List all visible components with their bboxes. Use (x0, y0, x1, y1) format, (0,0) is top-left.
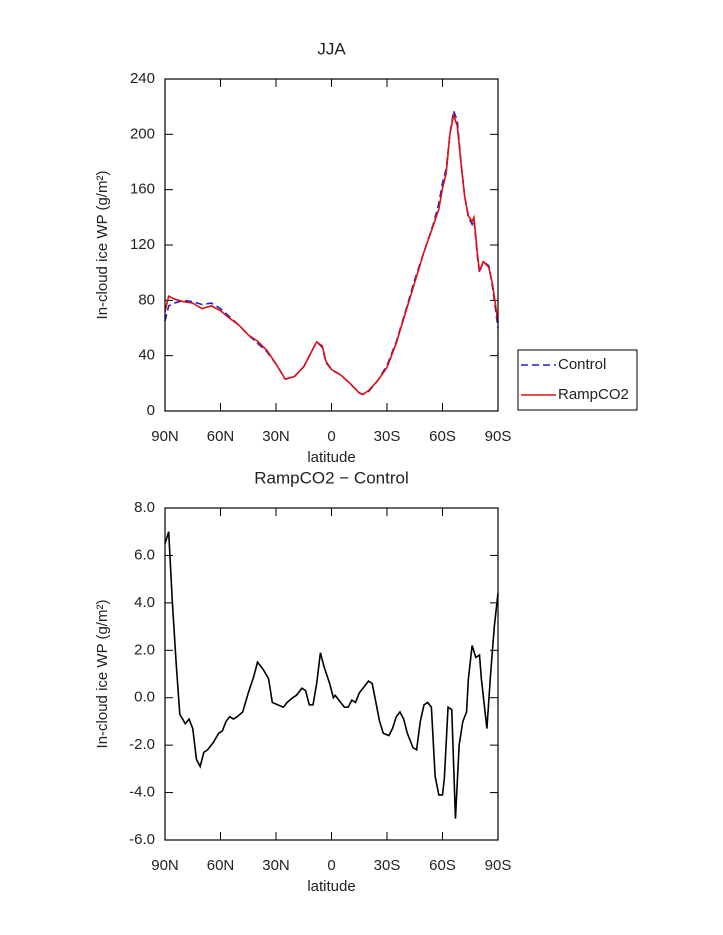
y-tick-label: 4.0 (134, 594, 155, 611)
x-tick-label: 90S (485, 857, 512, 874)
y-tick-label: -6.0 (129, 831, 155, 848)
chart-title: JJA (317, 39, 346, 58)
legend-box (517, 349, 638, 411)
y-tick-label: -4.0 (129, 784, 155, 801)
x-tick-label: 90N (151, 428, 179, 445)
x-tick-label: 60S (429, 428, 456, 445)
x-tick-label: 30S (374, 428, 401, 445)
legend-label: RampCO2 (558, 386, 629, 403)
x-tick-label: 60S (429, 857, 456, 874)
y-tick-label: 120 (130, 236, 155, 253)
plot-frame (164, 507, 499, 841)
x-axis-label: latitude (307, 449, 355, 466)
y-tick-label: 8.0 (134, 499, 155, 516)
y-axis-label: In-cloud ice WP (g/m²) (94, 600, 111, 749)
x-tick-label: 60N (207, 857, 235, 874)
y-tick-label: 0.0 (134, 689, 155, 706)
x-tick-label: 60N (207, 428, 235, 445)
y-tick-label: 200 (130, 125, 155, 142)
y-tick-label: 2.0 (134, 641, 155, 658)
y-tick-label: 6.0 (134, 546, 155, 563)
plot-frame (164, 78, 499, 412)
line-series (164, 111, 499, 396)
x-tick-label: 0 (327, 428, 335, 445)
x-axis-label: latitude (307, 878, 355, 895)
line-series (164, 531, 499, 819)
y-tick-label: 40 (138, 347, 155, 364)
x-tick-label: 30S (374, 857, 401, 874)
chart-title: RampCO2 − Control (254, 468, 408, 487)
x-tick-label: 0 (327, 857, 335, 874)
x-tick-label: 90N (151, 857, 179, 874)
y-tick-label: 80 (138, 291, 155, 308)
y-axis-label: In-cloud ice WP (g/m²) (94, 171, 111, 320)
x-tick-label: 90S (485, 428, 512, 445)
x-tick-label: 30N (262, 857, 290, 874)
y-tick-label: 0 (147, 402, 155, 419)
y-tick-label: 240 (130, 70, 155, 87)
y-tick-label: 160 (130, 181, 155, 198)
x-tick-label: 30N (262, 428, 290, 445)
y-tick-label: -2.0 (129, 736, 155, 753)
legend-label: Control (558, 356, 606, 373)
